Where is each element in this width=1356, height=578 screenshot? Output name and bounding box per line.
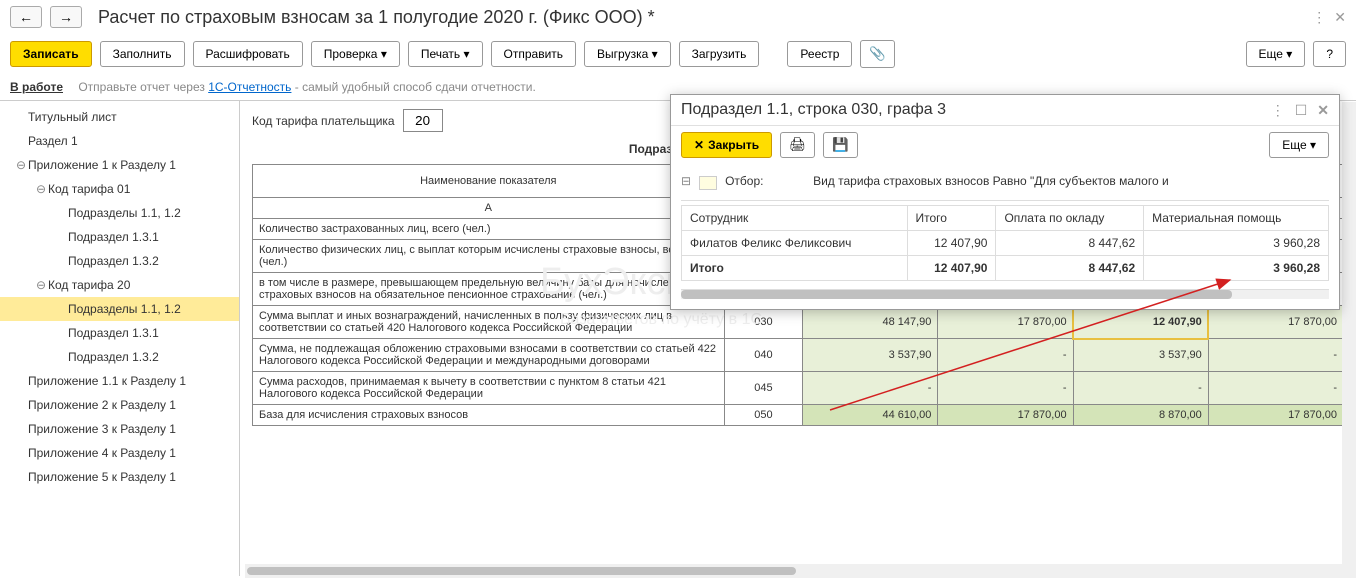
detail-row[interactable]: Филатов Феликс Феликсович12 407,908 447,…: [682, 231, 1329, 256]
check-button[interactable]: Проверка ▾: [311, 41, 400, 67]
sidebar-item[interactable]: Приложение 4 к Разделу 1: [0, 441, 239, 465]
dialog-close-button[interactable]: ✕Закрыть: [681, 132, 772, 158]
dialog-window-icon[interactable]: ☐: [1295, 102, 1308, 119]
col-name: Наименование показателя: [253, 165, 725, 198]
write-button[interactable]: Записать: [10, 41, 92, 67]
table-row[interactable]: Сумма выплат и иных вознаграждений, начи…: [253, 306, 1344, 339]
table-row[interactable]: Сумма расходов, принимаемая к вычету в с…: [253, 372, 1344, 405]
sidebar-item[interactable]: Приложение 1.1 к Разделу 1: [0, 369, 239, 393]
detail-dialog: Подраздел 1.1, строка 030, графа 3 ⋮ ☐ ✕…: [670, 94, 1340, 310]
detail-col: Итого: [907, 206, 996, 231]
load-button[interactable]: Загрузить: [679, 41, 760, 67]
send-button[interactable]: Отправить: [491, 41, 577, 67]
close-icon[interactable]: ✕: [1334, 9, 1346, 26]
dialog-more-icon[interactable]: ⋮: [1271, 102, 1285, 119]
value-cell[interactable]: 17 870,00: [938, 306, 1073, 339]
sidebar-item[interactable]: Подраздел 1.3.2: [0, 249, 239, 273]
tariff-label: Код тарифа плательщика: [252, 114, 395, 128]
status-link[interactable]: В работе: [10, 80, 63, 94]
sidebar-item[interactable]: Подраздел 1.3.1: [0, 321, 239, 345]
value-cell[interactable]: 3 537,90: [803, 339, 938, 372]
detail-table: СотрудникИтогоОплата по окладуМатериальн…: [681, 205, 1329, 281]
sidebar-item[interactable]: ⊖Код тарифа 01: [0, 177, 239, 201]
value-cell[interactable]: 48 147,90: [803, 306, 938, 339]
sidebar: Титульный листРаздел 1⊖Приложение 1 к Ра…: [0, 101, 240, 576]
sidebar-item[interactable]: Подраздел 1.3.2: [0, 345, 239, 369]
value-cell[interactable]: 17 870,00: [1208, 405, 1343, 426]
value-cell[interactable]: -: [803, 372, 938, 405]
attach-button[interactable]: 📎: [860, 40, 895, 68]
sidebar-item[interactable]: Приложение 5 к Разделу 1: [0, 465, 239, 489]
sidebar-item[interactable]: Раздел 1: [0, 129, 239, 153]
dialog-save-button[interactable]: 💾: [823, 132, 858, 158]
sidebar-item[interactable]: Приложение 2 к Разделу 1: [0, 393, 239, 417]
hint-link[interactable]: 1С-Отчетность: [208, 80, 291, 94]
sidebar-item[interactable]: Приложение 3 к Разделу 1: [0, 417, 239, 441]
value-cell[interactable]: -: [1208, 339, 1343, 372]
horizontal-scrollbar[interactable]: [245, 564, 1342, 578]
registry-button[interactable]: Реестр: [787, 41, 852, 67]
hint-text: Отправьте отчет через 1С-Отчетность - са…: [78, 80, 535, 94]
table-row[interactable]: Сумма, не подлежащая обложению страховым…: [253, 339, 1344, 372]
detail-row[interactable]: Итого12 407,908 447,623 960,28: [682, 256, 1329, 281]
sidebar-item[interactable]: Подразделы 1.1, 1.2: [0, 297, 239, 321]
decode-button[interactable]: Расшифровать: [193, 41, 303, 67]
filter-collapse-icon[interactable]: ⊟: [681, 174, 691, 188]
dialog-close-icon[interactable]: ✕: [1317, 102, 1329, 119]
value-cell[interactable]: 8 870,00: [1073, 405, 1208, 426]
detail-col: Оплата по окладу: [996, 206, 1144, 231]
nav-back-button[interactable]: ←: [10, 6, 42, 28]
sidebar-item[interactable]: Подраздел 1.3.1: [0, 225, 239, 249]
tariff-input[interactable]: [403, 109, 443, 132]
filter-value: Вид тарифа страховых взносов Равно "Для …: [813, 174, 1329, 188]
sidebar-item[interactable]: ⊖Приложение 1 к Разделу 1: [0, 153, 239, 177]
fill-button[interactable]: Заполнить: [100, 41, 185, 67]
value-cell[interactable]: -: [1208, 372, 1343, 405]
export-button[interactable]: Выгрузка ▾: [584, 41, 671, 67]
value-cell[interactable]: 3 537,90: [1073, 339, 1208, 372]
filter-label: Отбор:: [725, 174, 805, 188]
value-cell[interactable]: -: [1073, 372, 1208, 405]
sidebar-item[interactable]: Титульный лист: [0, 105, 239, 129]
vertical-scrollbar[interactable]: [1342, 102, 1356, 578]
dialog-title-text: Подраздел 1.1, строка 030, графа 3: [681, 101, 946, 119]
more-button[interactable]: Еще ▾: [1246, 41, 1306, 67]
dialog-more-button[interactable]: Еще ▾: [1269, 132, 1329, 158]
value-cell[interactable]: -: [938, 339, 1073, 372]
sidebar-item[interactable]: ⊖Код тарифа 20: [0, 273, 239, 297]
page-title: Расчет по страховым взносам за 1 полугод…: [98, 7, 655, 28]
value-cell[interactable]: -: [938, 372, 1073, 405]
more-icon[interactable]: ⋮: [1312, 9, 1326, 26]
table-row[interactable]: База для исчисления страховых взносов050…: [253, 405, 1344, 426]
value-cell[interactable]: 17 870,00: [938, 405, 1073, 426]
value-cell[interactable]: 17 870,00: [1208, 306, 1343, 339]
value-cell[interactable]: 12 407,90: [1073, 306, 1208, 339]
filter-color-box: [699, 176, 717, 190]
print-button[interactable]: Печать ▾: [408, 41, 483, 67]
dialog-print-button[interactable]: 🖨: [780, 132, 815, 158]
nav-forward-button[interactable]: →: [50, 6, 82, 28]
help-button[interactable]: ?: [1313, 41, 1346, 67]
detail-col: Сотрудник: [682, 206, 908, 231]
dialog-scrollbar[interactable]: [681, 289, 1329, 299]
detail-col: Материальная помощь: [1144, 206, 1329, 231]
sidebar-item[interactable]: Подразделы 1.1, 1.2: [0, 201, 239, 225]
value-cell[interactable]: 44 610,00: [803, 405, 938, 426]
